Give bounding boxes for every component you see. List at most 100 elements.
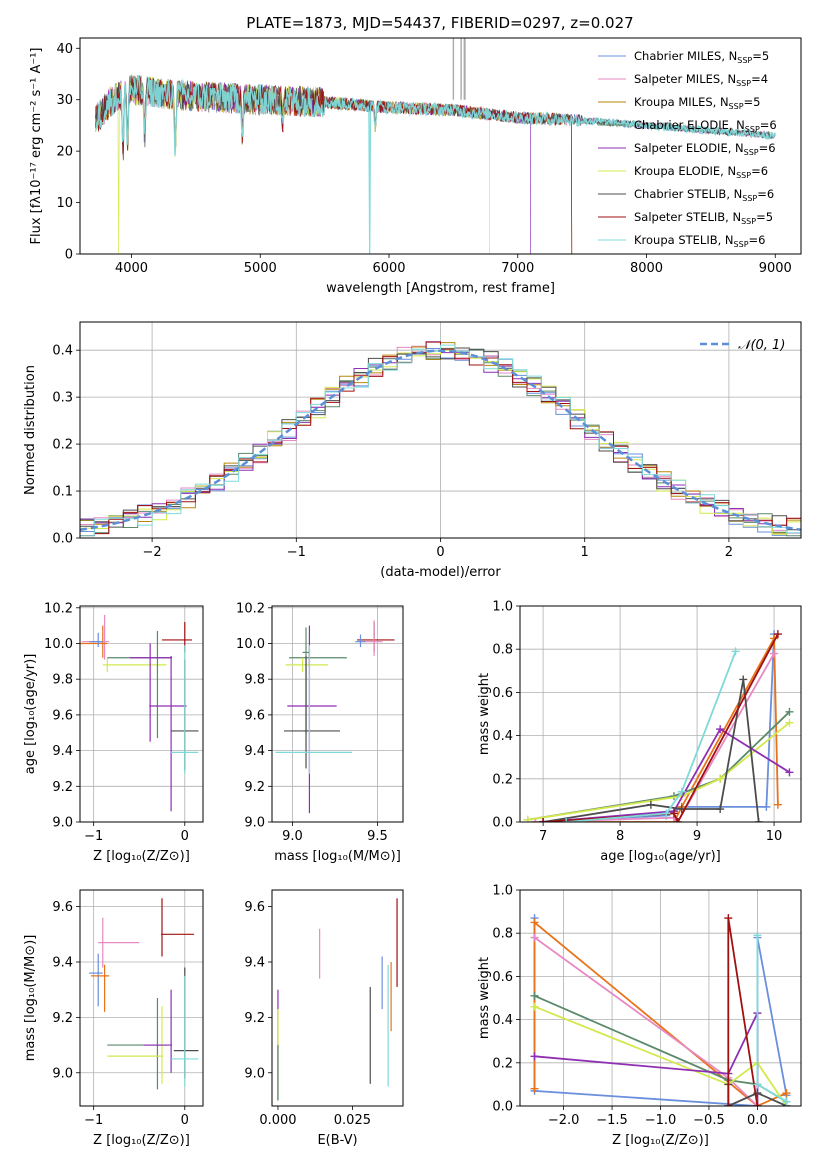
axes-frame — [79, 321, 802, 539]
y-tick-label: 9.4 — [244, 744, 265, 759]
legend-label: Salpeter MILES, NSSP=4 — [634, 72, 768, 88]
x-tick-label: 0 — [181, 1113, 189, 1128]
weight-line — [535, 653, 775, 822]
x-axis-label: Z [log₁₀(Z/Z⊙)] — [93, 849, 190, 864]
x-tick-label: 9000 — [759, 261, 792, 276]
data-point — [89, 953, 103, 1007]
data-point — [355, 634, 366, 648]
x-tick-label: 9.0 — [282, 829, 303, 844]
axes-frame — [79, 605, 204, 823]
data-point — [289, 648, 347, 667]
y-tick-label: 10.2 — [236, 601, 265, 616]
axes-frame — [519, 889, 802, 1107]
y-tick-label: 0.1 — [52, 485, 73, 500]
y-tick-label: 0.4 — [492, 1013, 513, 1028]
weight-line — [534, 1012, 759, 1106]
x-tick-label: 7 — [539, 829, 547, 844]
data-point — [287, 625, 337, 814]
plot-area — [94, 38, 776, 254]
x-tick-label: 4000 — [115, 261, 148, 276]
weight-marker — [677, 787, 686, 796]
plot-weight-vs-z: −2.0 −1.5 −1.0 −0.5 0.0 0.0 0.2 0.4 0.6 0.8 1.0 Z [… — [477, 884, 802, 1148]
y-tick-label: 1.0 — [492, 884, 513, 899]
weight-marker — [785, 768, 794, 777]
x-tick-label: −1 — [287, 545, 306, 560]
grid-lines — [272, 606, 403, 823]
data-point — [365, 620, 383, 656]
grid-lines — [520, 889, 801, 1107]
plot-age-vs-mass: 9.0 9.5 9.0 9.2 9.4 9.6 9.8 10.0 10.2 mass [log₁₀… — [236, 601, 404, 864]
weight-line — [566, 651, 737, 822]
weight-marker — [716, 805, 725, 814]
x-tick-label: 0.025 — [334, 1113, 371, 1128]
data-point — [171, 645, 199, 774]
y-tick-label: 0.4 — [492, 729, 513, 744]
legend-label: Salpeter ELODIE, NSSP=6 — [634, 141, 776, 157]
weight-marker — [731, 647, 740, 656]
y-axis-label: Flux [fλ10⁻¹⁷ erg cm⁻² s⁻¹ A⁻¹] — [29, 48, 44, 245]
weight-line — [533, 936, 759, 1106]
weight-marker — [716, 725, 725, 734]
y-tick-label: 0.0 — [52, 532, 73, 547]
data-point — [81, 614, 110, 660]
weight-marker — [753, 1102, 762, 1106]
y-tick-label: 9.6 — [244, 900, 265, 915]
y-tick-label: 9.4 — [52, 956, 73, 971]
x-tick-label: −1 — [84, 1113, 103, 1128]
weight-marker — [530, 1002, 539, 1011]
x-tick-label: 2 — [725, 545, 733, 560]
x-tick-label: 0 — [436, 545, 444, 560]
weight-marker — [669, 809, 678, 818]
axes-frame — [519, 605, 802, 823]
spectrum-line — [94, 75, 776, 254]
weight-marker — [753, 931, 762, 940]
y-tick-label: 0.0 — [492, 1100, 513, 1115]
legend-label: Chabrier STELIB, NSSP=6 — [634, 187, 774, 203]
data-point — [162, 622, 193, 653]
y-tick-label: 9.0 — [52, 1066, 73, 1081]
x-axis-label: mass [log₁₀(M/M⊙)] — [274, 849, 401, 864]
x-tick-label: 10 — [766, 829, 783, 844]
histogram-step — [80, 344, 801, 537]
y-tick-label: 0.4 — [52, 344, 73, 359]
legend-label: Kroupa STELIB, NSSP=6 — [634, 233, 765, 249]
weight-line — [534, 1005, 788, 1106]
plot-area — [523, 630, 794, 822]
weight-marker — [773, 800, 782, 809]
weight-marker — [530, 1052, 539, 1061]
grid-lines — [520, 605, 801, 823]
weight-marker — [782, 1089, 791, 1098]
y-tick-label: 0.6 — [492, 970, 513, 985]
plot-mass-vs-ebv: 0.000 0.025 9.0 9.2 9.4 9.6 E(B-V) — [244, 889, 404, 1148]
y-tick-label: 0.2 — [492, 1056, 513, 1071]
legend: Chabrier MILES, NSSP=5 Salpeter MILES, NS… — [598, 49, 777, 249]
plot-histogram: −2 −1 0 1 2 0.0 0.1 0.2 0.3 0.4 (data-model)/error… — [23, 321, 802, 580]
plot-weight-vs-age: 7 8 9 10 0.0 0.2 0.4 0.6 0.8 1.0 age [log₁₀(age/yr… — [477, 600, 802, 864]
y-tick-label: 10.0 — [44, 637, 73, 652]
weight-line — [542, 679, 760, 822]
x-tick-label: 0 — [181, 829, 189, 844]
axes-frame — [79, 37, 802, 255]
plot-area — [80, 614, 199, 812]
data-point — [149, 643, 187, 742]
plot-area — [80, 341, 801, 537]
weight-line — [535, 634, 775, 822]
y-tick-label: 10 — [56, 196, 73, 211]
x-axis-label: wavelength [Angstrom, rest frame] — [326, 281, 555, 296]
figure-title: PLATE=1873, MJD=54437, FIBERID=0297, z=0… — [246, 14, 633, 32]
y-axis-label: mass [log₁₀(M/M⊙)] — [23, 935, 38, 1062]
y-tick-label: 20 — [56, 145, 73, 160]
y-tick-label: 0.6 — [492, 686, 513, 701]
x-tick-label: 0.000 — [259, 1113, 296, 1128]
x-tick-label: 6000 — [372, 261, 405, 276]
x-tick-label: 8000 — [630, 261, 663, 276]
y-tick-label: 0 — [65, 248, 73, 263]
y-axis-label: mass weight — [477, 957, 492, 1039]
legend-label: Kroupa ELODIE, NSSP=6 — [634, 164, 768, 180]
y-tick-label: 0.0 — [492, 816, 513, 831]
x-axis-label: Z [log₁₀(Z/Z⊙)] — [93, 1133, 190, 1148]
weight-marker — [770, 649, 779, 658]
weight-marker — [646, 800, 655, 809]
weight-marker — [562, 818, 571, 822]
data-point — [130, 655, 173, 812]
